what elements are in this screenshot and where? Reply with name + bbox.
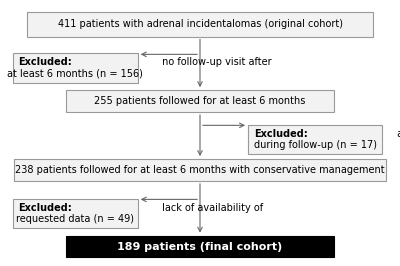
FancyBboxPatch shape bbox=[14, 159, 386, 181]
Text: Excluded:: Excluded: bbox=[18, 57, 72, 67]
Text: at least 6 months (n = 156): at least 6 months (n = 156) bbox=[7, 69, 143, 79]
Text: Excluded:: Excluded: bbox=[254, 128, 308, 139]
Text: Excluded:: Excluded: bbox=[18, 203, 72, 213]
Text: 238 patients followed for at least 6 months with conservative management: 238 patients followed for at least 6 mon… bbox=[15, 165, 385, 175]
Text: during follow-up (n = 17): during follow-up (n = 17) bbox=[254, 140, 377, 150]
Text: requested data (n = 49): requested data (n = 49) bbox=[16, 214, 134, 224]
Text: 255 patients followed for at least 6 months: 255 patients followed for at least 6 mon… bbox=[94, 96, 306, 106]
FancyBboxPatch shape bbox=[13, 53, 138, 82]
FancyBboxPatch shape bbox=[248, 125, 382, 154]
Text: 411 patients with adrenal incidentalomas (original cohort): 411 patients with adrenal incidentalomas… bbox=[58, 19, 342, 30]
FancyBboxPatch shape bbox=[27, 12, 373, 37]
FancyBboxPatch shape bbox=[66, 236, 334, 257]
Text: 189 patients (final cohort): 189 patients (final cohort) bbox=[117, 242, 283, 252]
FancyBboxPatch shape bbox=[13, 199, 138, 228]
Text: adrenalectomy: adrenalectomy bbox=[394, 128, 400, 139]
Text: lack of availability of: lack of availability of bbox=[159, 203, 263, 213]
FancyBboxPatch shape bbox=[66, 90, 334, 112]
Text: no follow-up visit after: no follow-up visit after bbox=[159, 57, 272, 67]
